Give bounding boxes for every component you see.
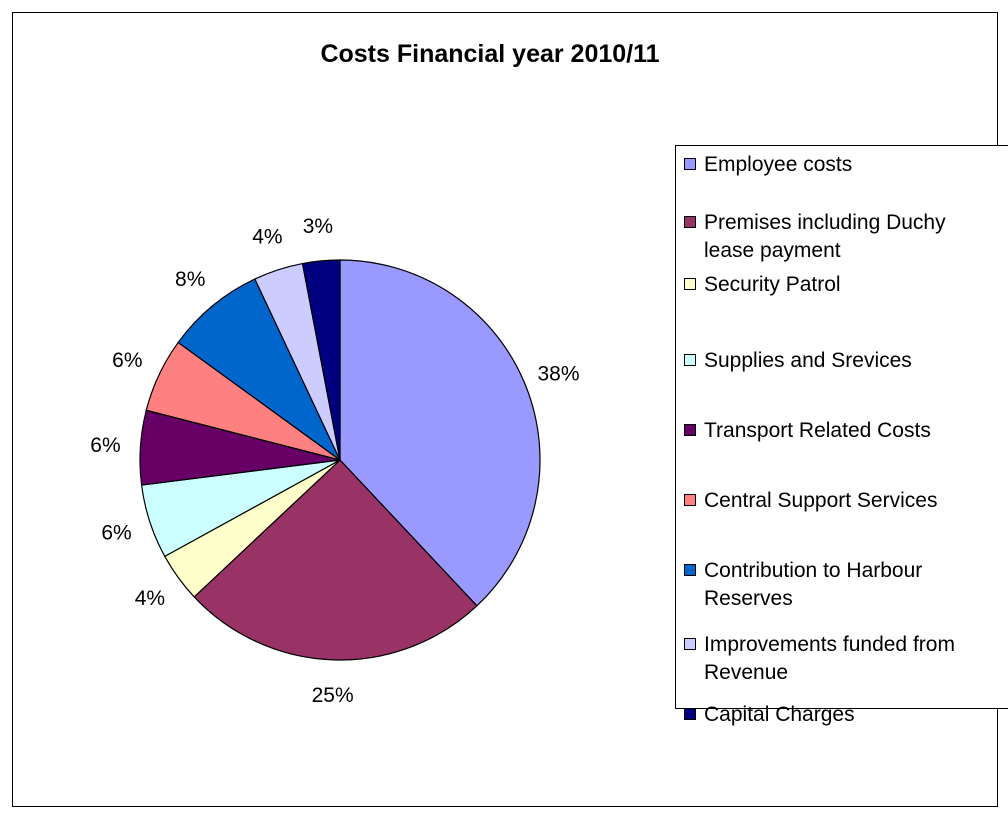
data-label-7: 8% xyxy=(175,268,205,291)
legend-swatch-2 xyxy=(684,216,696,228)
legend-label-9: Capital Charges xyxy=(704,703,855,726)
legend-swatch-9 xyxy=(684,708,696,720)
data-label-2: 25% xyxy=(312,684,354,707)
data-label-9: 3% xyxy=(303,215,333,238)
pie-slice-9 xyxy=(301,259,341,461)
legend-label-8-line-2: Revenue xyxy=(704,661,789,684)
legend-swatch-6 xyxy=(684,494,696,506)
pie-slice-7 xyxy=(177,278,341,461)
pie-slice-1 xyxy=(339,259,541,607)
data-label-1: 38% xyxy=(537,362,579,385)
legend-swatch-4 xyxy=(684,354,696,366)
data-label-5: 6% xyxy=(90,434,120,457)
legend-label-7-line-2: Reserves xyxy=(704,587,793,610)
legend-label-3: Security Patrol xyxy=(704,273,841,296)
legend-swatch-7 xyxy=(684,564,696,576)
legend-label-4: Supplies and Srevices xyxy=(704,349,912,372)
legend-swatch-3 xyxy=(684,278,696,290)
legend-swatch-5 xyxy=(684,424,696,436)
legend-label-8: Improvements funded from xyxy=(704,633,955,656)
data-label-6: 6% xyxy=(112,349,142,372)
legend-swatch-8 xyxy=(684,638,696,650)
chart-title: Costs Financial year 2010/11 xyxy=(320,40,660,68)
legend-swatch-1 xyxy=(684,158,696,170)
legend-label-2: Premises including Duchy xyxy=(704,211,946,234)
pie-slice-2 xyxy=(193,459,478,661)
data-label-8: 4% xyxy=(252,226,282,249)
data-label-4: 6% xyxy=(101,522,131,545)
legend-label-6: Central Support Services xyxy=(704,489,938,512)
chart-legend: Employee costs Premises including Duchy le… xyxy=(675,145,1008,726)
legend-label-7: Contribution to Harbour xyxy=(704,559,923,582)
data-label-3: 4% xyxy=(135,587,165,610)
legend-label-2-line-2: lease payment xyxy=(704,239,841,262)
legend-label-5: Transport Related Costs xyxy=(704,419,931,442)
legend-label-1: Employee costs xyxy=(704,153,853,176)
